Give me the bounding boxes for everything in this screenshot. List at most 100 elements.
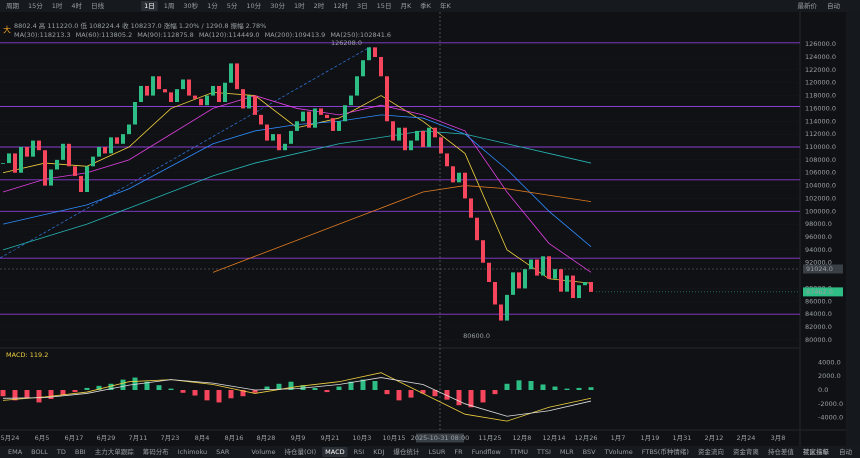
indicator-tab[interactable]: TTMU — [509, 448, 528, 456]
toolbar-item[interactable]: 2时 — [314, 1, 325, 10]
macd-bar — [72, 390, 78, 393]
indicator-tab[interactable]: BOLL — [31, 448, 48, 456]
candle — [1, 163, 5, 164]
toolbar-item[interactable]: 1时 — [52, 1, 63, 10]
indicator-tab[interactable]: TTSI — [536, 448, 551, 456]
candle — [307, 111, 311, 128]
price-tick-label: 102000.0 — [805, 194, 836, 202]
indicator-tab[interactable]: SAR — [216, 448, 230, 456]
candle — [145, 85, 149, 96]
tab-right-item[interactable]: 自动 — [839, 447, 853, 456]
indicator-tab[interactable]: TVolume — [604, 448, 633, 456]
candle — [457, 172, 461, 183]
candle — [367, 47, 371, 61]
toolbar-right-item[interactable]: 自动 — [827, 1, 841, 10]
macd-bar — [60, 390, 66, 395]
macd-bar — [396, 390, 402, 401]
indicator-tab[interactable]: MLR — [560, 448, 574, 456]
candle — [421, 130, 425, 147]
toolbar-item[interactable]: 3日 — [357, 2, 368, 10]
date-label: 7月23 — [161, 434, 180, 442]
price-tick-label: 86000.0 — [805, 297, 832, 305]
toolbar-item[interactable]: 30分 — [270, 1, 285, 10]
candle — [433, 127, 437, 138]
toolbar-item[interactable]: 年K — [440, 1, 452, 10]
candle — [469, 198, 473, 218]
macd-bar — [276, 383, 282, 390]
macd-tick-label: -2000.0 — [818, 400, 843, 408]
indicator-tab[interactable]: BSV — [583, 448, 596, 456]
indicator-tab[interactable]: BBI — [75, 448, 86, 456]
trend-line — [0, 46, 371, 259]
toolbar-item[interactable]: 月K — [400, 2, 412, 10]
toolbar-item[interactable]: 30秒 — [183, 1, 198, 10]
active-tab — [322, 447, 348, 457]
toolbar-item[interactable]: 季K — [420, 1, 432, 10]
ma-legend: MA(90):112875.8 — [137, 31, 194, 39]
indicator-tab[interactable]: Ichimoku — [178, 448, 207, 456]
toolbar-item[interactable]: 1周 — [164, 2, 175, 10]
ohlc-info: 8802.4 高 111220.0 低 108224.4 收 108237.0 … — [14, 21, 266, 30]
candle — [565, 275, 569, 292]
indicator-tab[interactable]: 筹码分布 — [143, 447, 170, 456]
date-label: 2月24 — [737, 434, 756, 442]
macd-bar — [456, 390, 462, 406]
price-tick-label: 84000.0 — [805, 310, 832, 318]
toolbar-item[interactable]: 4时 — [71, 1, 82, 10]
indicator-tab[interactable]: 资金背离 — [733, 447, 760, 456]
price-tick-label: 98000.0 — [805, 220, 832, 228]
macd-bar — [372, 381, 378, 390]
candle — [259, 114, 263, 125]
date-label: 1月19 — [641, 434, 660, 442]
toolbar-item[interactable]: 5分 — [227, 1, 238, 10]
toolbar-item[interactable]: 15分 — [28, 1, 43, 10]
toolbar-item[interactable]: 1分 — [207, 1, 218, 10]
toolbar-item[interactable]: 15日 — [377, 2, 392, 10]
candle — [175, 89, 179, 102]
macd-tick-label: 2000.0 — [818, 372, 841, 380]
candle — [55, 159, 59, 170]
indicator-tab[interactable]: 持仓量(OI) — [285, 447, 317, 456]
toolbar-item[interactable]: 日线 — [91, 1, 105, 10]
macd-bar — [300, 385, 306, 390]
indicator-tab[interactable]: LSUR — [428, 448, 446, 456]
indicator-tab[interactable]: MACD — [325, 448, 344, 456]
candle — [43, 150, 47, 186]
indicator-tab[interactable]: KDJ — [373, 448, 384, 456]
macd-bar — [504, 383, 510, 390]
indicator-tab[interactable]: 主力大单跟踪 — [95, 447, 135, 456]
candle — [541, 256, 545, 276]
indicator-tab[interactable]: Volume — [251, 448, 275, 456]
indicator-tab[interactable]: 买家挂单 — [803, 447, 830, 456]
macd-bar — [576, 387, 582, 390]
tab-right-item[interactable]: 社区指标 — [803, 447, 830, 456]
ma-legend: MA(120):114449.0 — [199, 31, 260, 39]
candle — [577, 285, 581, 299]
toolbar-item[interactable]: 12时 — [333, 1, 348, 10]
macd-bar — [36, 390, 42, 403]
candle — [7, 153, 11, 164]
indicator-tab[interactable]: 资金流向 — [698, 447, 724, 456]
toolbar-item[interactable]: 周期 — [6, 2, 20, 10]
candle — [133, 102, 137, 125]
indicator-tab[interactable]: FR — [454, 448, 463, 456]
candle — [289, 130, 293, 144]
candle — [127, 124, 131, 135]
indicator-tab[interactable]: EMA — [8, 448, 23, 456]
candle — [295, 121, 299, 131]
toolbar-item[interactable]: 1日 — [144, 2, 155, 10]
indicator-tab[interactable]: 爆仓统计 — [393, 447, 420, 456]
indicator-tab[interactable]: Fundflow — [472, 448, 502, 456]
candle — [349, 95, 353, 106]
date-label: 8月28 — [257, 434, 276, 442]
date-label: 9月9 — [291, 434, 306, 442]
indicator-tab[interactable]: TD — [56, 448, 66, 456]
toolbar-item[interactable]: 10分 — [246, 1, 261, 10]
candle — [325, 114, 329, 119]
indicator-tab[interactable]: FTBS(币种情绪) — [642, 447, 689, 456]
toolbar-item[interactable]: 1时 — [294, 1, 305, 10]
indicator-tab[interactable]: RSI — [354, 448, 365, 456]
toolbar-right-item[interactable]: 最新价 — [798, 1, 818, 10]
indicator-tab[interactable]: 持仓差值 — [768, 447, 795, 456]
